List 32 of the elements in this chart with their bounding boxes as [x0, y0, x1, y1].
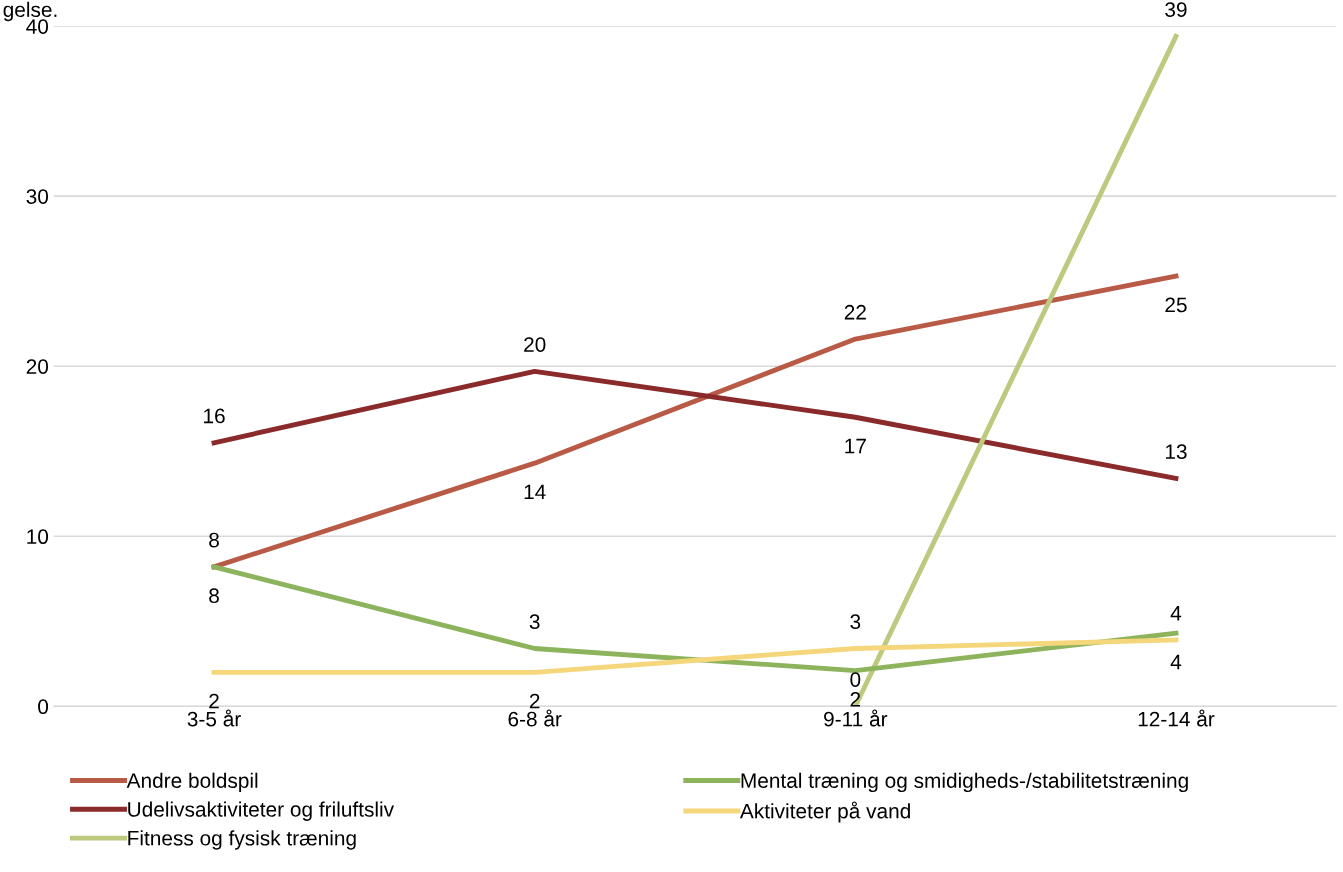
y-tick-label: 30: [26, 189, 49, 204]
data-label: 4: [1170, 606, 1182, 621]
line-series: [211, 564, 1179, 674]
y-tick-label: 10: [27, 529, 49, 545]
data-label: 8: [209, 532, 219, 548]
data-label: 16: [204, 408, 225, 424]
legend-label: Fitness og fysisk træning: [128, 830, 356, 850]
legend-label: Udelivsaktiviteter og friluftsliv: [128, 801, 395, 821]
legend-label: Aktiviteter på vand: [739, 801, 910, 823]
x-tick-label: 12-14 år: [1138, 709, 1215, 727]
data-label: 3: [850, 614, 861, 630]
data-label: 39: [1165, 2, 1187, 17]
data-label: 8: [209, 588, 219, 604]
data-label: 2: [209, 693, 219, 709]
data-label: 3: [529, 614, 540, 630]
x-tick-label: 6-8 år: [508, 709, 562, 727]
y-tick-label: 20: [26, 359, 49, 374]
x-tick-label: 3-5 år: [187, 709, 241, 727]
data-label: 2: [529, 693, 540, 709]
data-label: 25: [1165, 297, 1187, 313]
x-tick-label: 9-11 år: [824, 709, 888, 727]
legend-label: Andre boldspil: [126, 772, 258, 793]
y-tick-label: 0: [38, 699, 49, 715]
data-label: 14: [524, 484, 546, 500]
data-label: 22: [844, 304, 866, 320]
legend-label: Mental træning og smidigheds-/stabilitetstræning: [741, 772, 1188, 793]
data-label: 20: [524, 337, 546, 352]
data-label: 13: [1165, 444, 1187, 460]
data-label: 2: [850, 692, 861, 707]
data-label: 17: [845, 438, 866, 454]
data-label: 0: [850, 672, 861, 687]
data-label: 4: [1170, 654, 1182, 670]
